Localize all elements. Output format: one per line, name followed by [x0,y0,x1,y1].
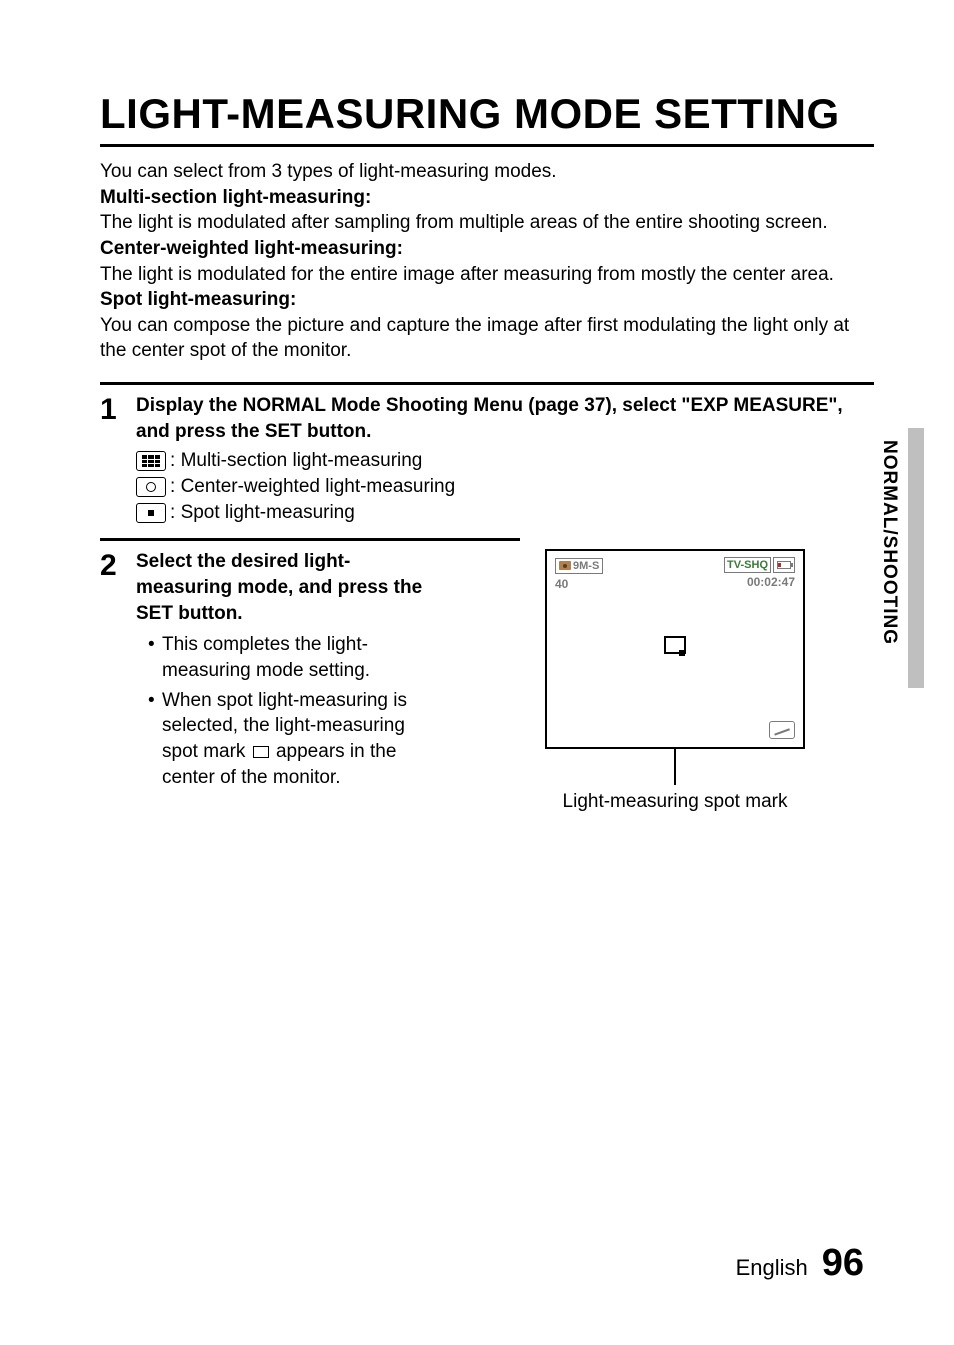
icon-line-spot: : Spot light-measuring [136,502,874,524]
intro-block: You can select from 3 types of light-mea… [100,159,874,364]
step-2-number: 2 [100,549,136,581]
title-rule [100,144,874,147]
colon-0: : [170,450,181,472]
side-tab: NORMAL/SHOOTING [878,440,924,688]
step-2-body: Select the desired light-measuring mode,… [136,549,874,813]
corner-icon [769,721,795,739]
icon-line-center: : Center-weighted light-measuring [136,476,874,498]
monitor-illustration: 9M-S 40 TV-SHQ 00:02:47 [476,549,874,813]
step-1: 1 Display the NORMAL Mode Shooting Menu … [100,393,874,528]
multi-section-icon [136,451,166,471]
shot-count: 40 [555,577,603,591]
page-title: LIGHT-MEASURING MODE SETTING [100,90,874,138]
record-time: 00:02:47 [724,575,795,589]
bullet-1: When spot light-measuring is selected, t… [148,688,446,791]
icon-label-2: Spot light-measuring [181,502,355,524]
bullet-0: This completes the light-measuring mode … [148,632,446,683]
monitor-top-left: 9M-S 40 [555,557,603,591]
intro-lead: You can select from 3 types of light-mea… [100,159,874,185]
side-label: NORMAL/SHOOTING [878,440,900,645]
camera-badge: 9M-S [555,558,603,574]
step-2-bullets: This completes the light-measuring mode … [136,632,446,790]
steps: 1 Display the NORMAL Mode Shooting Menu … [100,382,874,813]
camera-icon [559,561,571,570]
mode-desc-1: The light is modulated for the entire im… [100,262,874,288]
colon-1: : [170,476,181,498]
film-icon [773,557,795,573]
monitor-screen: 9M-S 40 TV-SHQ 00:02:47 [545,549,805,749]
callout-line [674,747,676,785]
resolution-label: 9M-S [573,560,599,572]
center-weighted-icon [136,477,166,497]
spot-mark-indicator [664,636,686,654]
icon-label-1: Center-weighted light-measuring [181,476,456,498]
page-footer: English 96 [736,1242,864,1285]
spot-icon [136,503,166,523]
monitor-top-right: TV-SHQ 00:02:47 [724,557,795,589]
step-2-left: Select the desired light-measuring mode,… [136,549,446,813]
mode-desc-2: You can compose the picture and capture … [100,313,874,364]
step-rule-1 [100,382,874,385]
video-mode-label: TV-SHQ [724,557,771,573]
footer-page-number: 96 [822,1242,864,1285]
step-rule-2 [100,538,520,541]
step-2: 2 Select the desired light-measuring mod… [100,549,874,813]
step-1-number: 1 [100,393,136,425]
mode-desc-0: The light is modulated after sampling fr… [100,210,874,236]
colon-2: : [170,502,181,524]
side-tab-bar [908,428,924,688]
manual-page: LIGHT-MEASURING MODE SETTING You can sel… [0,0,954,1345]
icon-label-0: Multi-section light-measuring [181,450,423,472]
step-1-head: Display the NORMAL Mode Shooting Menu (p… [136,393,874,444]
step-2-head: Select the desired light-measuring mode,… [136,549,446,626]
icon-line-multi: : Multi-section light-measuring [136,450,874,472]
footer-language: English [736,1255,808,1281]
mode-name-0: Multi-section light-measuring: [100,185,874,211]
step-1-body: Display the NORMAL Mode Shooting Menu (p… [136,393,874,528]
mode-name-2: Spot light-measuring: [100,287,874,313]
spot-mark-inline-icon [253,746,269,758]
mode-name-1: Center-weighted light-measuring: [100,236,874,262]
callout-text: Light-measuring spot mark [563,791,788,813]
